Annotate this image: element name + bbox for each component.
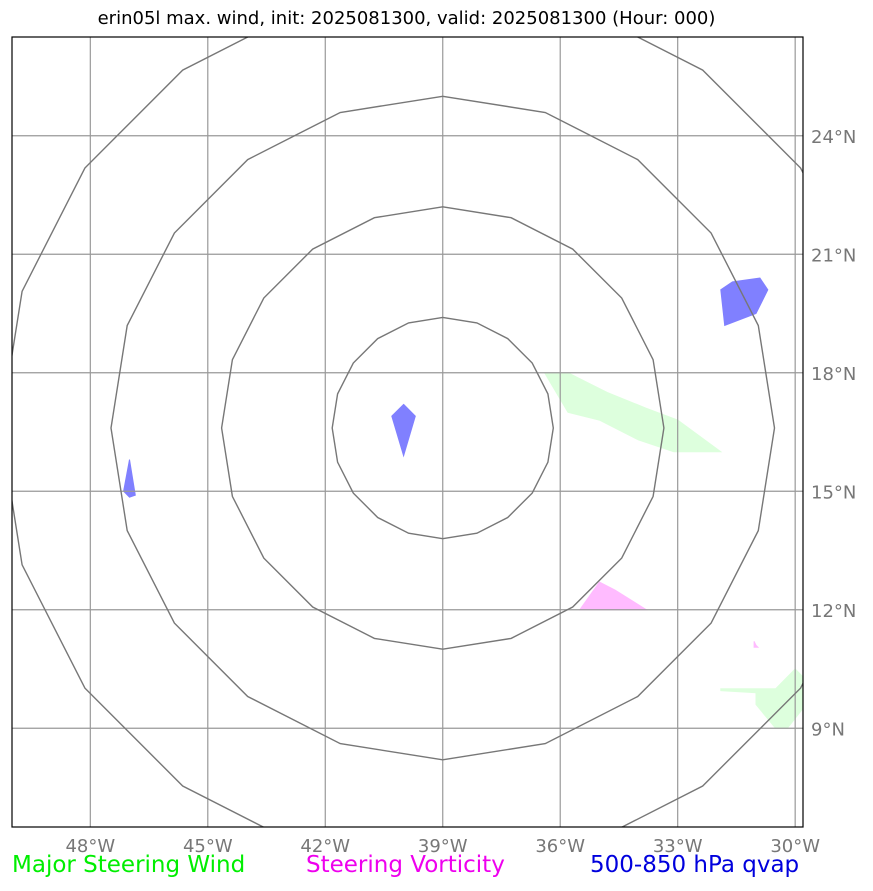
lat-tick-label: 12°N <box>811 601 856 622</box>
lat-tick-label: 21°N <box>811 245 856 266</box>
legend-steering-vorticity: Steering Vorticity <box>306 852 505 878</box>
distance-ring <box>12 37 803 827</box>
qvap-region <box>123 459 136 498</box>
steering-vorticity-region <box>753 641 760 648</box>
map-frame <box>11 36 804 828</box>
qvap-region <box>391 403 416 458</box>
lat-tick-label: 15°N <box>811 482 856 503</box>
steering-vorticity-region <box>578 581 649 611</box>
distance-rings <box>12 37 803 827</box>
distance-ring <box>220 206 665 650</box>
legend-major-steering-wind: Major Steering Wind <box>12 852 246 878</box>
distance-ring <box>110 95 776 761</box>
lon-tick-label: 48°W <box>65 836 115 857</box>
axis-tick-labels: 48°W 45°W 42°W 39°W 36°W 33°W 30°W 24°N 21°N 18°N… <box>65 127 856 857</box>
lon-tick-label: 30°W <box>770 836 820 857</box>
field-regions <box>123 277 803 729</box>
lon-tick-label: 39°W <box>418 836 468 857</box>
lon-tick-label: 33°W <box>653 836 703 857</box>
lon-tick-label: 42°W <box>300 836 350 857</box>
qvap-region <box>720 277 769 327</box>
lat-tick-label: 18°N <box>811 364 856 385</box>
map-title: erin05l max. wind, init: 2025081300, val… <box>97 8 716 29</box>
lat-tick-label: 24°N <box>811 127 856 148</box>
lat-tick-label: 9°N <box>811 719 845 740</box>
steering-wind-region <box>543 372 723 453</box>
lat-lon-gridlines <box>12 37 803 827</box>
distance-ring <box>331 316 555 540</box>
legend-qvap: 500-850 hPa qvap <box>590 852 800 878</box>
lon-tick-label: 45°W <box>183 836 233 857</box>
lon-tick-label: 36°W <box>535 836 585 857</box>
